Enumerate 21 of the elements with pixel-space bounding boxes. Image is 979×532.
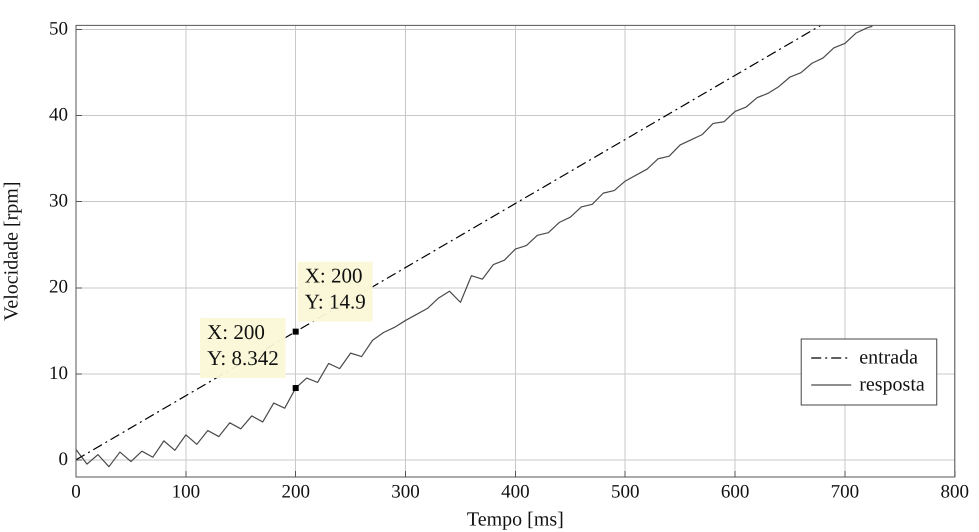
annotation: X: 200 Y: 14.9 (304, 264, 366, 314)
y-tick-label: 20 (49, 276, 68, 298)
x-tick-label: 800 (940, 481, 969, 502)
y-tick-label: 30 (49, 190, 68, 212)
x-tick-label: 300 (391, 481, 420, 502)
x-tick-label: 700 (830, 481, 860, 502)
x-tick-label: 100 (172, 481, 200, 502)
y-tick-label: 0 (58, 448, 68, 470)
legend-label: resposta (859, 373, 925, 396)
y-tick-label: 40 (49, 104, 68, 126)
y-axis-title: Velocidade [rpm] (0, 182, 22, 321)
x-tick-label: 600 (720, 481, 750, 502)
y-tick-label: 10 (49, 362, 68, 384)
x-axis-title: Tempo [ms] (466, 508, 564, 530)
x-tick-label: 400 (501, 481, 530, 502)
annotation: X: 200 Y: 8.342 (207, 320, 279, 370)
x-tick-label: 200 (281, 481, 310, 502)
x-tick-label: 500 (610, 481, 640, 502)
y-tick-label: 50 (49, 18, 68, 40)
x-tick-label: 0 (71, 481, 81, 502)
legend-label: entrada (859, 346, 918, 368)
